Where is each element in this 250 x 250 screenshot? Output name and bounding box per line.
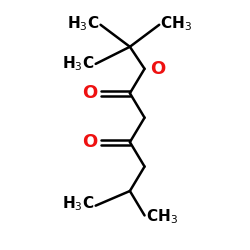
Text: H$_3$C: H$_3$C	[62, 54, 94, 73]
Text: H$_3$C: H$_3$C	[62, 194, 94, 212]
Text: O: O	[82, 84, 97, 102]
Text: CH$_3$: CH$_3$	[160, 14, 192, 33]
Text: H$_3$C: H$_3$C	[67, 14, 99, 33]
Text: CH$_3$: CH$_3$	[146, 207, 178, 226]
Text: O: O	[150, 60, 165, 78]
Text: O: O	[82, 133, 97, 151]
